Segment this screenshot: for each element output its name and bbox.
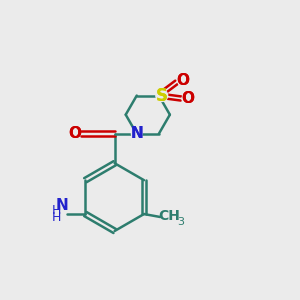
Text: H: H (52, 211, 61, 224)
Circle shape (182, 93, 193, 104)
Text: O: O (68, 126, 81, 141)
Text: O: O (181, 91, 194, 106)
Text: S: S (156, 87, 168, 105)
Text: N: N (56, 198, 68, 213)
Text: O: O (176, 73, 190, 88)
Text: O: O (68, 126, 81, 141)
Text: S: S (156, 87, 168, 105)
Circle shape (131, 128, 142, 139)
Circle shape (69, 128, 80, 139)
Circle shape (178, 76, 188, 86)
Text: N: N (130, 126, 143, 141)
Text: CH: CH (158, 208, 180, 223)
Text: O: O (181, 91, 194, 106)
Circle shape (156, 90, 168, 101)
Text: H: H (52, 204, 61, 217)
Text: O: O (176, 73, 190, 88)
Text: 3: 3 (177, 217, 184, 227)
Text: N: N (130, 126, 143, 141)
